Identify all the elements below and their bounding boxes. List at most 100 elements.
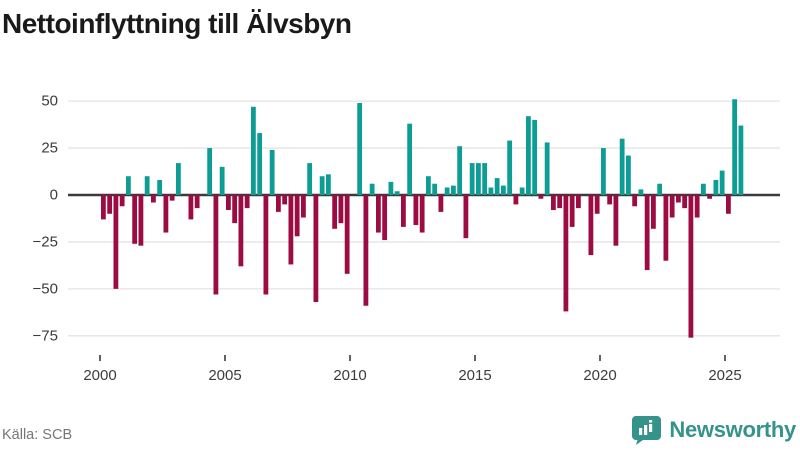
- bar-2021-q4: [644, 195, 650, 271]
- bar-2011-q1: [376, 195, 381, 233]
- bar-2003-q1: [176, 163, 181, 195]
- bar-2014-q1: [451, 185, 456, 195]
- bar-2006-q3: [263, 195, 269, 295]
- bar-2020-q2: [607, 195, 613, 205]
- bar-2017-q3: [538, 195, 544, 199]
- bar-2022-q1: [651, 195, 656, 229]
- bar-2022-q4: [669, 195, 675, 218]
- bar-2007-q1: [276, 195, 281, 212]
- bar-2019-q1: [576, 195, 581, 209]
- bar-2020-q4: [619, 138, 625, 195]
- bar-2010-q4: [369, 183, 375, 195]
- y-axis-label-0: 0: [50, 187, 58, 204]
- bar-2022-q3: [663, 195, 669, 261]
- bar-2013-q4: [444, 187, 450, 195]
- bar-2002-q1: [151, 195, 156, 203]
- bar-2002-q4: [169, 195, 175, 201]
- x-axis-label-2005: 2005: [208, 367, 241, 384]
- bar-2018-q2: [557, 195, 563, 209]
- bar-2000-q1: [101, 195, 106, 220]
- y-axis-label--50: −50: [33, 280, 58, 297]
- bar-2008-q1: [301, 195, 306, 218]
- bar-2004-q4: [219, 166, 225, 195]
- bar-2020-q1: [601, 148, 606, 195]
- bar-2000-q2: [107, 195, 113, 214]
- bar-2022-q2: [657, 183, 663, 195]
- bar-2004-q3: [213, 195, 219, 295]
- bar-2004-q2: [207, 148, 213, 195]
- bar-2023-q2: [682, 195, 688, 209]
- y-axis-label--25: −25: [33, 233, 58, 250]
- bar-2007-q2: [282, 195, 288, 205]
- bar-2013-q1: [426, 176, 431, 195]
- bar-2013-q2: [432, 183, 438, 195]
- bar-2011-q3: [388, 181, 394, 195]
- bar-2005-q4: [244, 195, 250, 209]
- bar-2016-q4: [519, 187, 525, 195]
- bar-2019-q4: [594, 195, 600, 214]
- bar-2016-q3: [513, 195, 519, 205]
- bar-2008-q2: [307, 163, 313, 195]
- bar-2012-q1: [401, 195, 406, 227]
- bar-2014-q3: [463, 195, 469, 239]
- chart-title: Nettoinflyttning till Älvsbyn: [2, 8, 352, 39]
- bar-2018-q1: [551, 195, 556, 211]
- bar-2016-q2: [507, 140, 513, 195]
- bar-2013-q3: [438, 195, 444, 212]
- bar-2009-q4: [344, 195, 350, 274]
- bar-2001-q4: [144, 176, 150, 195]
- bar-2008-q3: [313, 195, 319, 303]
- bar-2015-q1: [476, 163, 481, 195]
- y-axis-label-50: 50: [41, 93, 58, 110]
- bar-2009-q2: [332, 195, 338, 229]
- x-axis-label-2015: 2015: [458, 367, 491, 384]
- bar-2023-q3: [688, 195, 694, 338]
- bar-2018-q4: [569, 195, 575, 227]
- bar-2000-q4: [119, 195, 125, 207]
- bar-2005-q3: [238, 195, 244, 267]
- bar-2007-q4: [294, 195, 300, 237]
- bar-2015-q4: [494, 178, 500, 195]
- bar-2019-q3: [588, 195, 594, 256]
- bar-2009-q1: [326, 174, 331, 195]
- bar-2024-q3: [713, 179, 719, 195]
- bar-2014-q4: [469, 163, 475, 195]
- bar-2003-q3: [188, 195, 194, 220]
- x-axis-label-2010: 2010: [333, 367, 366, 384]
- source-label: Källa: SCB: [2, 427, 73, 443]
- bar-2010-q2: [357, 103, 363, 195]
- bar-2005-q1: [226, 195, 231, 211]
- bar-2001-q1: [126, 176, 131, 195]
- y-axis-label--75: −75: [33, 327, 58, 344]
- bar-2020-q3: [613, 195, 619, 246]
- bar-2023-q4: [694, 195, 700, 218]
- bar-2006-q4: [269, 149, 275, 195]
- bar-2012-q4: [419, 195, 425, 233]
- bar-2017-q1: [526, 116, 531, 195]
- bar-2012-q2: [407, 123, 413, 195]
- x-axis-label-2025: 2025: [708, 367, 741, 384]
- bar-2021-q3: [638, 189, 644, 195]
- bar-2009-q3: [338, 195, 344, 224]
- y-axis-label-25: 25: [41, 140, 58, 157]
- bar-2012-q3: [413, 195, 419, 226]
- x-axis-label-2000: 2000: [83, 367, 116, 384]
- bar-2023-q1: [676, 195, 681, 203]
- bar-2016-q1: [501, 185, 506, 195]
- bar-2015-q3: [488, 187, 494, 195]
- bar-2024-q1: [701, 183, 706, 195]
- bar-2002-q3: [163, 195, 169, 233]
- bar-2001-q2: [132, 195, 138, 244]
- bar-2021-q1: [626, 155, 631, 195]
- bar-2003-q4: [194, 195, 200, 209]
- bar-2017-q2: [532, 119, 538, 195]
- bar-2006-q2: [257, 133, 263, 195]
- bar-2017-q4: [544, 142, 550, 195]
- bar-2010-q3: [363, 195, 369, 306]
- bar-2025-q2: [732, 99, 738, 195]
- bar-2006-q1: [251, 106, 256, 195]
- bar-2007-q3: [288, 195, 294, 265]
- newsworthy-bars-icon: [632, 416, 662, 445]
